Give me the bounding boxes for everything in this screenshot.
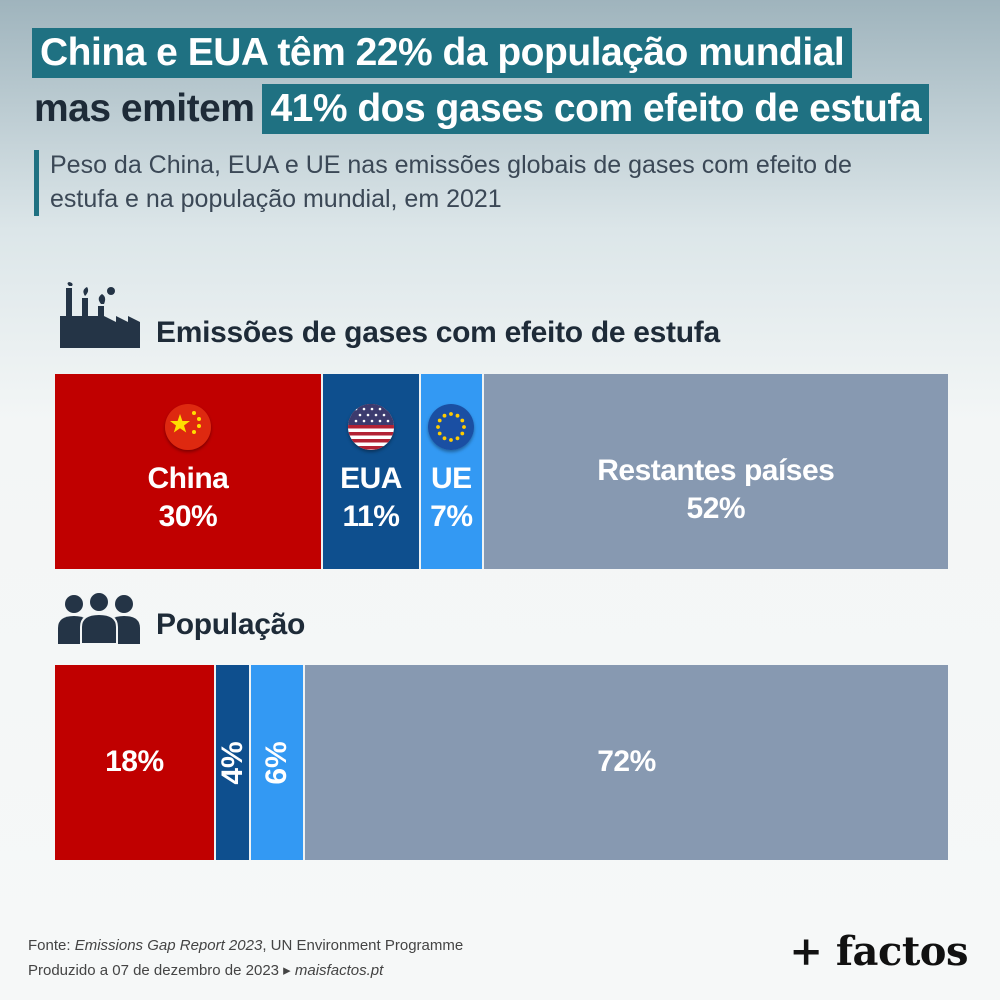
- subtitle: Peso da China, EUA e UE nas emissões glo…: [50, 151, 852, 213]
- production-date: Produzido a 07 de dezembro de 2023 ▸: [28, 962, 295, 979]
- source-report-title: Emissions Gap Report 2023: [74, 937, 263, 954]
- source-prefix: Fonte:: [28, 937, 75, 954]
- subtitle-accent-bar: [34, 150, 39, 216]
- factory-icon: [60, 282, 140, 348]
- emissions-bar-usa: EUA 11%: [322, 374, 422, 569]
- production-note: Produzido a 07 de dezembro de 2023 ▸ mai…: [28, 961, 383, 979]
- emissions-label-eu-value: 7%: [430, 500, 473, 533]
- title-highlight-2: 41% dos gases com efeito de estufa: [262, 84, 930, 134]
- brand-logo: + factos: [789, 928, 968, 975]
- population-bar-rest: 72%: [305, 665, 948, 860]
- title-plain: mas emitem: [34, 87, 255, 130]
- emissions-label-rest-value: 52%: [686, 492, 746, 525]
- population-label-eu-value: 6%: [260, 740, 294, 785]
- population-stacked-bar: 18% 4% 6% 72%: [55, 665, 948, 860]
- emissions-label-china-value: 30%: [158, 500, 218, 533]
- site-link[interactable]: maisfactos.pt: [294, 962, 384, 979]
- emissions-label-rest-name: Restantes países: [597, 454, 835, 487]
- title-line-1: China e EUA têm 22% da população mundial: [32, 28, 853, 78]
- emissions-bar-eu: UE 7%: [421, 374, 484, 569]
- title-highlight-1: China e EUA têm 22% da população mundial: [32, 28, 853, 78]
- population-section-title: População: [156, 608, 305, 641]
- emissions-label-usa-name: EUA: [340, 462, 402, 495]
- usa-flag-icon: [348, 404, 394, 450]
- population-bar-eu: 6%: [251, 665, 306, 860]
- population-label-china-value: 18%: [105, 745, 164, 778]
- emissions-label-usa-value: 11%: [342, 500, 400, 533]
- emissions-bar-rest: Restantes países 52%: [483, 374, 948, 569]
- source-organization: , UN Environment Programme: [262, 937, 464, 954]
- population-label-rest-value: 72%: [597, 745, 656, 778]
- people-icon: [58, 592, 140, 644]
- source-note: Fonte: Emissions Gap Report 2023, UN Env…: [28, 937, 463, 954]
- emissions-section-title: Emissões de gases com efeito de estufa: [156, 316, 720, 349]
- emissions-label-china-name: China: [147, 462, 229, 495]
- population-label-usa-value: 4%: [215, 740, 249, 785]
- china-flag-icon: [164, 404, 211, 450]
- population-bar-china: 18%: [55, 665, 216, 860]
- emissions-label-eu-name: UE: [431, 462, 472, 495]
- eu-flag-icon: [428, 404, 475, 450]
- population-bar-usa: 4%: [216, 665, 252, 860]
- emissions-bar-china: China 30%: [55, 374, 323, 569]
- title-line-2: mas emitem 41% dos gases com efeito de es…: [32, 84, 930, 134]
- emissions-stacked-bar: China 30% EUA 11% UE 7%: [55, 374, 948, 569]
